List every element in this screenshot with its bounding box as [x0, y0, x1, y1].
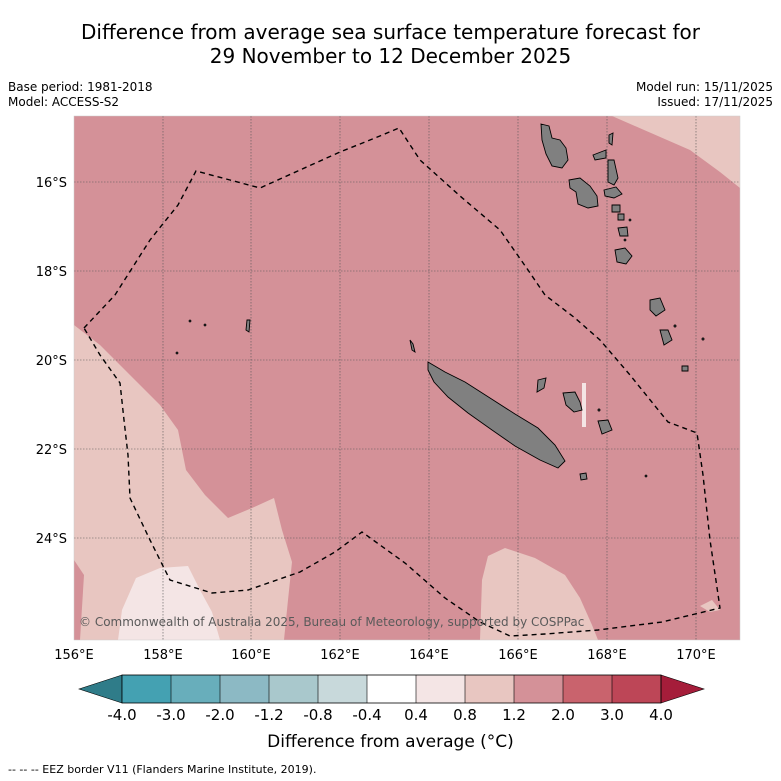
anomaly-strip-west	[74, 560, 84, 640]
base-period: Base period: 1981-2018	[8, 80, 153, 94]
eez-border	[83, 127, 721, 637]
anomaly-patch-se	[700, 600, 720, 612]
lon-label-164e: 164°E	[409, 648, 449, 663]
latitude-labels: 16°S 18°S 20°S 22°S 24°S	[36, 176, 67, 547]
issued-date: Issued: 17/11/2025	[657, 95, 773, 109]
colorbar-tick: -0.4	[352, 706, 381, 724]
island-maewo	[592, 149, 607, 161]
lat-label-22s: 22°S	[36, 443, 67, 458]
island-epi	[611, 204, 621, 213]
islet-8	[628, 218, 632, 222]
title-line-2: 29 November to 12 December 2025	[209, 44, 572, 68]
island-tanna	[659, 329, 673, 346]
lon-label-166e: 166°E	[498, 648, 538, 663]
colorbar-arrow-high	[660, 674, 705, 704]
colorbar-bin-2	[171, 675, 220, 703]
anomaly-region-ne	[612, 116, 740, 188]
colorbar: -4.0 -3.0 -2.0 -1.2 -0.8 -0.4 0.4 0.8 1.…	[78, 674, 705, 724]
lat-label-20s: 20°S	[36, 354, 67, 369]
copyright-text: © Commonwealth of Australia 2025, Bureau…	[79, 615, 584, 629]
model-run: Model run: 15/11/2025	[635, 80, 773, 94]
land	[175, 123, 705, 481]
colorbar-bin-1	[122, 675, 171, 703]
island-ambae	[608, 132, 614, 146]
colorbar-tick: 4.0	[649, 706, 673, 724]
anomaly-region-sw-light	[118, 566, 220, 640]
colorbar-tick: 3.0	[600, 706, 624, 724]
islet-1	[188, 319, 192, 323]
anomaly-region-south	[480, 548, 598, 640]
lon-label-156e: 156°E	[54, 648, 94, 663]
island-belep	[409, 339, 416, 354]
island-pines	[579, 472, 588, 481]
islet-3	[175, 351, 179, 355]
colorbar-bin-8	[465, 675, 514, 703]
lat-label-16s: 16°S	[36, 176, 67, 191]
model-name: Model: ACCESS-S2	[8, 95, 120, 109]
lon-label-162e: 162°E	[320, 648, 360, 663]
colorbar-label: Difference from average (°C)	[267, 732, 514, 752]
colorbar-tick: -1.2	[254, 706, 283, 724]
colorbar-frame	[121, 674, 662, 704]
islet-9	[623, 238, 627, 242]
graticule	[74, 116, 740, 640]
map-area: © Commonwealth of Australia 2025, Bureau…	[74, 116, 740, 640]
colorbar-dividers	[170, 675, 613, 703]
lon-label-160e: 160°E	[231, 648, 271, 663]
colorbar-bin-3	[220, 675, 269, 703]
islet-5	[644, 474, 648, 478]
meta-right: Model run: 15/11/2025 Issued: 17/11/2025	[636, 80, 773, 110]
title-line-1: Difference from average sea surface temp…	[80, 20, 700, 44]
lon-label-170e: 170°E	[676, 648, 716, 663]
map-title: Difference from average sea surface temp…	[0, 20, 781, 68]
colorbar-bin-10	[563, 675, 612, 703]
lat-label-24s: 24°S	[36, 532, 67, 547]
colorbar-tick: -2.0	[205, 706, 234, 724]
colorbar-bin-11	[612, 675, 661, 703]
islet-2	[203, 323, 207, 327]
colorbar-bin-4	[269, 675, 318, 703]
island-aneityum	[681, 365, 689, 372]
colorbar-tick: 1.2	[502, 706, 526, 724]
colorbar-ticks: -4.0 -3.0 -2.0 -1.2 -0.8 -0.4 0.4 0.8 1.…	[107, 706, 673, 724]
island-efate	[614, 247, 633, 265]
island-espiritu-santo	[540, 123, 569, 169]
colorbar-tick: -4.0	[107, 706, 136, 724]
islet-4	[597, 408, 601, 412]
island-emae	[617, 226, 629, 237]
lon-label-168e: 168°E	[587, 648, 627, 663]
island-lifou	[562, 391, 583, 413]
colorbar-tick: 0.4	[404, 706, 428, 724]
new-caledonia-island	[427, 361, 566, 469]
meta-left: Base period: 1981-2018 Model: ACCESS-S2	[8, 80, 153, 110]
longitude-labels: 156°E 158°E 160°E 162°E 164°E 166°E 168°…	[54, 648, 716, 663]
islet-6	[701, 337, 705, 341]
colorbar-bin-5	[318, 675, 367, 703]
island-malekula	[568, 177, 599, 209]
colorbar-tick: 0.8	[453, 706, 477, 724]
lat-label-18s: 18°S	[36, 265, 67, 280]
colorbar-arrow-low	[78, 674, 123, 704]
colorbar-tick: -3.0	[156, 706, 185, 724]
colorbar-bin-9	[514, 675, 563, 703]
eez-legend-footer: -- -- -- EEZ border V11 (Flanders Marine…	[8, 763, 317, 776]
colorbar-bin-7	[416, 675, 465, 703]
islet-7	[673, 324, 677, 328]
island-mare	[597, 419, 613, 435]
colorbar-bin-6	[367, 675, 416, 703]
island-pentecost	[607, 159, 619, 186]
lon-label-158e: 158°E	[143, 648, 183, 663]
islet-chesterfield	[245, 319, 251, 333]
island-tongoa	[617, 213, 625, 221]
island-ambrym	[603, 186, 623, 199]
island-erromango	[649, 297, 666, 317]
map-frame	[73, 115, 741, 641]
island-ouvea	[536, 377, 547, 393]
colorbar-tick: 2.0	[551, 706, 575, 724]
anomaly-region-sw	[74, 325, 292, 640]
anomaly-strip-small	[582, 383, 586, 427]
colorbar-tick: -0.8	[303, 706, 332, 724]
